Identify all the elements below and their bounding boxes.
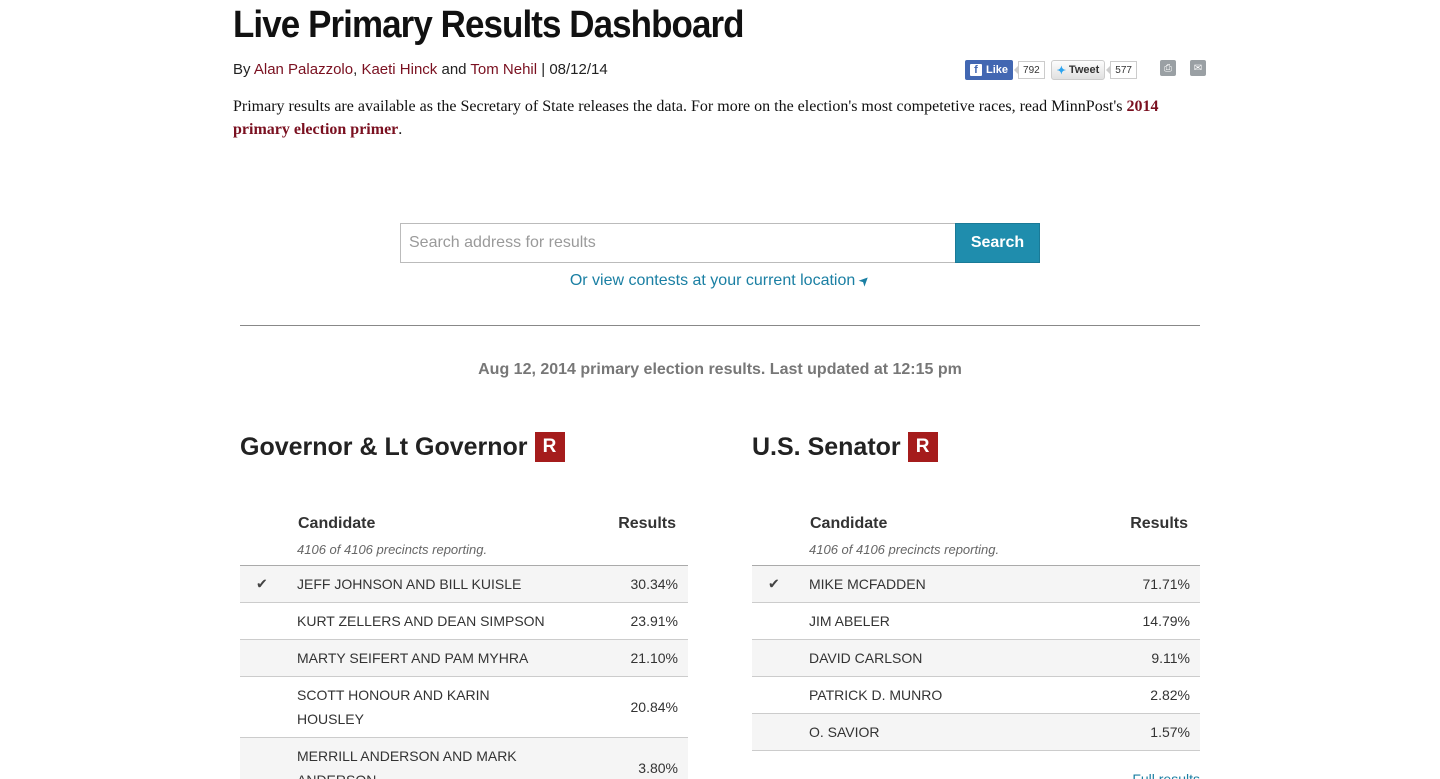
social-share-bar: f Like 792 ✦ Tweet 577 [965, 60, 1137, 80]
candidate-percent: 23.91% [630, 613, 678, 629]
candidate-percent: 3.80% [638, 760, 678, 776]
like-count: 792 [1014, 61, 1045, 79]
email-icon[interactable]: ✉ [1190, 60, 1206, 76]
precincts-reporting: 4106 of 4106 precincts reporting. [297, 542, 488, 557]
candidate-column-header: Candidate [298, 515, 376, 532]
results-column-header: Results [1130, 515, 1188, 532]
author-link-nehil[interactable]: Tom Nehil [470, 61, 538, 78]
results-column-header: Results [618, 515, 676, 532]
candidate-percent: 14.79% [1142, 613, 1190, 629]
winner-check-icon: ✔ [256, 575, 268, 592]
candidate-percent: 9.11% [1151, 650, 1190, 666]
contest-governor: Governor & Lt Governor R Candidate Resul… [240, 431, 688, 779]
results-table-header: Candidate Results 4106 of 4106 precincts… [240, 463, 688, 566]
like-label: Like [986, 64, 1009, 76]
candidate-row: Kurt Zellers and Dean Simpson 23.91% [240, 603, 688, 640]
tweet-count: 577 [1106, 61, 1137, 79]
last-updated-text: Aug 12, 2014 primary election results. L… [478, 361, 962, 378]
candidate-name: Jeff Johnson and Bill Kuisle [297, 576, 522, 592]
facebook-icon: f [970, 64, 982, 76]
tweet-button[interactable]: ✦ Tweet [1050, 60, 1106, 80]
byline: By Alan Palazzolo, Kaeti Hinck and Tom N… [233, 61, 608, 78]
candidate-name: Jim Abeler [809, 613, 890, 629]
candidate-percent: 20.84% [630, 699, 678, 715]
candidate-row: Scott Honour and Karin Housley 20.84% [240, 677, 688, 738]
candidate-percent: 71.71% [1142, 576, 1190, 592]
address-search-input[interactable] [400, 223, 956, 263]
byline-and: and [437, 61, 471, 78]
byline-prefix: By [233, 61, 254, 78]
current-location-label: Or view contests at your current locatio… [569, 272, 856, 289]
party-badge: R [907, 432, 938, 462]
candidate-percent: 1.57% [1150, 724, 1190, 740]
candidate-row: Jim Abeler 14.79% [752, 603, 1200, 640]
candidate-name: Merrill Anderson and Mark Anderson [297, 748, 517, 779]
candidate-percent: 21.10% [630, 650, 678, 666]
intro-paragraph: Primary results are available as the Sec… [233, 95, 1193, 141]
party-badge: R [534, 432, 565, 462]
intro-suffix: . [398, 121, 403, 138]
candidate-row: Merrill Anderson and Mark Anderson 3.80% [240, 738, 688, 779]
page-title: Live Primary Results Dashboard [233, 4, 745, 46]
author-link-palazzolo[interactable]: Alan Palazzolo [253, 61, 354, 78]
byline-date: | 08/12/14 [537, 61, 608, 78]
winner-check-icon: ✔ [768, 575, 780, 592]
candidate-row: Marty Seifert and Pam Myhra 21.10% [240, 640, 688, 677]
candidate-row: ✔ Mike McFadden 71.71% [752, 566, 1200, 603]
candidate-row: David Carlson 9.11% [752, 640, 1200, 677]
candidate-row: Patrick D. Munro 2.82% [752, 677, 1200, 714]
search-button[interactable]: Search [955, 223, 1040, 263]
full-results-link[interactable]: Full results [1132, 771, 1200, 779]
current-location-link[interactable]: Or view contests at your current locatio… [0, 271, 1440, 290]
intro-text: Primary results are available as the Sec… [233, 98, 1127, 115]
author-link-hinck[interactable]: Kaeti Hinck [361, 61, 438, 78]
candidate-name: David Carlson [809, 650, 923, 666]
candidate-row: O. Savior 1.57% [752, 714, 1200, 751]
candidate-name: Marty Seifert and Pam Myhra [297, 650, 529, 666]
contest-title-text: Governor & Lt Governor [240, 432, 528, 461]
tweet-label: Tweet [1068, 64, 1100, 76]
candidate-column-header: Candidate [810, 515, 888, 532]
precincts-reporting: 4106 of 4106 precincts reporting. [809, 542, 1000, 557]
contest-us-senator: U.S. Senator R Candidate Results 4106 of… [752, 431, 1200, 779]
results-table-header: Candidate Results 4106 of 4106 precincts… [752, 463, 1200, 566]
candidate-percent: 30.34% [630, 576, 678, 592]
contest-title-text: U.S. Senator [752, 432, 901, 461]
contest-title: U.S. Senator R [752, 431, 1200, 463]
candidate-row: ✔ Jeff Johnson and Bill Kuisle 30.34% [240, 566, 688, 603]
facebook-like-button[interactable]: f Like [965, 60, 1014, 80]
candidate-percent: 2.82% [1150, 687, 1190, 703]
candidate-name: O. Savior [809, 724, 880, 740]
twitter-bird-icon: ✦ [1056, 64, 1066, 77]
print-icon[interactable]: ⎙ [1160, 60, 1176, 76]
candidate-name: Patrick D. Munro [809, 687, 943, 703]
candidate-name: Mike McFadden [809, 576, 926, 592]
contest-title: Governor & Lt Governor R [240, 431, 688, 463]
byline-separator: , [353, 61, 362, 78]
candidate-name: Kurt Zellers and Dean Simpson [297, 613, 545, 629]
candidate-name: Scott Honour and Karin Housley [297, 687, 490, 727]
location-arrow-icon: ➤ [855, 271, 874, 290]
primer-link[interactable]: 2014 primary election primer [233, 98, 1159, 138]
section-divider [240, 325, 1200, 326]
